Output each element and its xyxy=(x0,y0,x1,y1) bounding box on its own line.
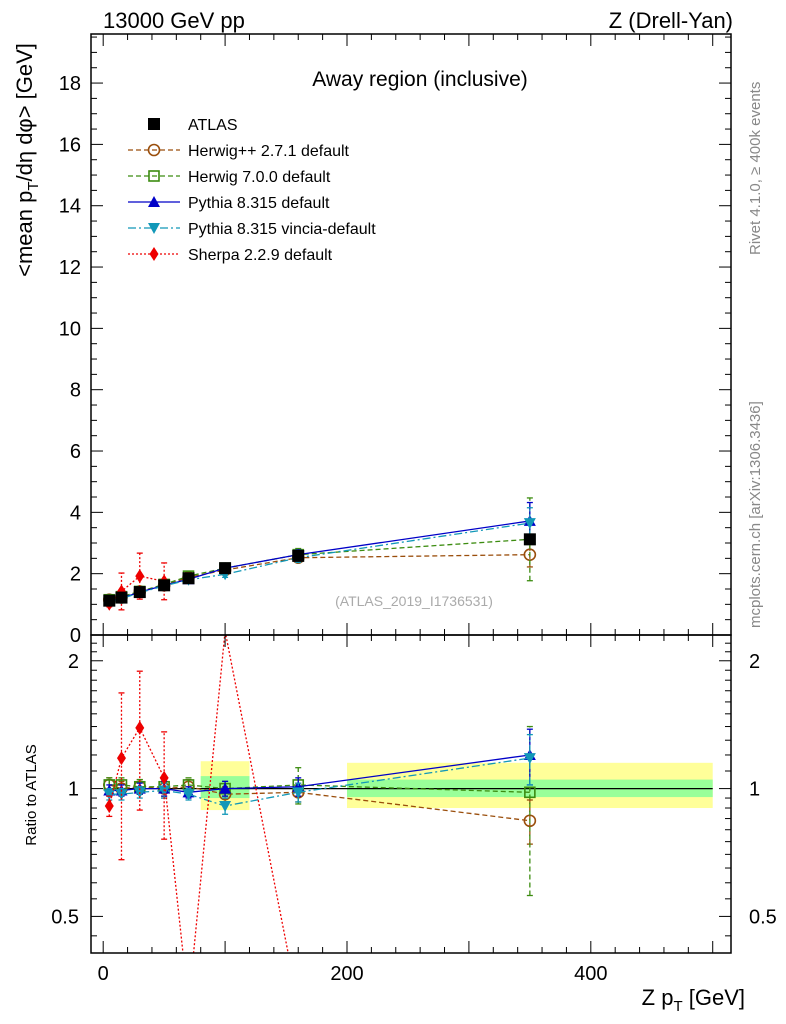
legend: ATLAS Herwig++ 2.7.1 default Herwig 7.0.0 … xyxy=(128,117,376,264)
legend-marker xyxy=(148,118,160,130)
legend-marker xyxy=(147,143,161,157)
legend-entry: Sherpa 2.2.9 default xyxy=(128,247,333,264)
main-data-point xyxy=(133,586,146,599)
main-y-tick-label: 4 xyxy=(70,502,81,524)
ratio-data-point xyxy=(292,787,305,799)
ratio-y-tick-label: 0.5 xyxy=(51,906,79,928)
ratio-series-line xyxy=(108,635,289,953)
ratio-y-tick-label: 2 xyxy=(68,651,79,673)
ratio-data-point xyxy=(135,720,145,735)
legend-marker xyxy=(148,196,160,207)
main-y-tick-label: 10 xyxy=(59,318,81,340)
main-y-tick-label: 16 xyxy=(59,134,81,156)
ratio-frame xyxy=(90,634,732,954)
legend-label: ATLAS xyxy=(188,117,238,134)
legend-label: Herwig 7.0.0 default xyxy=(188,169,331,186)
legend-marker xyxy=(148,170,160,182)
main-frame xyxy=(90,33,732,636)
y-axis-label: <mean pT/dη dφ> [GeV] xyxy=(12,43,42,277)
main-y-tick-label: 2 xyxy=(70,564,81,586)
main-data-point xyxy=(135,569,145,584)
rivet-version-label: Rivet 4.1.0, ≥ 400k events xyxy=(747,82,764,255)
ratio-y-tick-label-right: 2 xyxy=(749,651,760,673)
main-data-point xyxy=(523,518,536,530)
legend-label: Herwig++ 2.7.1 default xyxy=(188,143,350,160)
ratio-y-tick-label-right: 1 xyxy=(749,779,760,801)
main-data-point xyxy=(523,533,536,546)
main-y-tick-label: 14 xyxy=(59,196,81,218)
legend-entry: Herwig 7.0.0 default xyxy=(128,169,331,186)
main-y-tick-label: 12 xyxy=(59,257,81,279)
main-data-point xyxy=(103,594,116,607)
main-series-line xyxy=(109,538,530,601)
ratio-series-line xyxy=(109,784,530,793)
ratio-data-point xyxy=(219,782,232,794)
main-data-point xyxy=(219,562,232,575)
ratio-data-point xyxy=(104,798,114,813)
legend-label: Pythia 8.315 default xyxy=(188,195,330,212)
legend-entry: Pythia 8.315 vincia-default xyxy=(128,221,376,238)
main-data-point xyxy=(292,549,305,562)
main-series-layer xyxy=(102,497,537,611)
legend-label: Pythia 8.315 vincia-default xyxy=(188,221,376,238)
main-series-line xyxy=(108,575,165,605)
ratio-data-point xyxy=(103,789,116,801)
ratio-series-sherpa-2-2-9-default xyxy=(104,635,289,953)
legend-marker xyxy=(149,247,159,261)
mcplots-reference-label: mcplots.cern.ch [arXiv:1306.3436] xyxy=(747,401,764,628)
x-axis-label: Z pT [GeV] xyxy=(642,985,745,1015)
main-y-tick-label: 6 xyxy=(70,441,81,463)
ratio-data-point xyxy=(219,800,232,812)
analysis-watermark: (ATLAS_2019_I1736531) xyxy=(335,593,493,609)
ratio-y-axis-label: Ratio to ATLAS xyxy=(23,744,40,845)
ratio-data-point xyxy=(116,751,126,766)
plot-title: Away region (inclusive) xyxy=(312,68,528,91)
main-y-axis-title: <mean pT/dη dφ> [GeV] xyxy=(12,43,42,277)
ratio-data-point xyxy=(159,770,169,785)
main-series-atlas xyxy=(103,533,536,607)
main-y-tick-label: 0 xyxy=(70,625,81,647)
ratio-y-tick-label-right: 0.5 xyxy=(749,906,777,928)
legend-entry: ATLAS xyxy=(148,117,238,134)
main-data-point xyxy=(158,579,171,592)
ratio-data-point xyxy=(523,753,536,765)
legend-entry: Pythia 8.315 default xyxy=(128,195,330,212)
header-right-label: Z (Drell-Yan) xyxy=(609,8,733,33)
ratio-series-herwig-7-0-0-default xyxy=(103,725,536,897)
ratio-series-layer xyxy=(102,635,537,953)
legend-marker xyxy=(148,223,160,234)
x-tick-label: 400 xyxy=(574,963,607,985)
main-y-tick-label: 8 xyxy=(70,380,81,402)
legend-entry: Herwig++ 2.7.1 default xyxy=(128,143,350,160)
ratio-data-point xyxy=(182,789,195,801)
main-y-tick-label: 18 xyxy=(59,73,81,95)
ratio-data-point xyxy=(524,786,536,799)
x-tick-label: 200 xyxy=(330,963,363,985)
ratio-y-tick-label: 1 xyxy=(68,779,79,801)
ratio-series-line xyxy=(109,757,530,807)
ratio-series-line xyxy=(109,784,530,822)
main-series-line xyxy=(109,522,530,603)
x-tick-label: 0 xyxy=(98,963,109,985)
main-data-point xyxy=(115,591,128,604)
header-left-label: 13000 GeV pp xyxy=(103,8,245,33)
main-data-point xyxy=(182,572,195,585)
legend-label: Sherpa 2.2.9 default xyxy=(188,247,333,264)
